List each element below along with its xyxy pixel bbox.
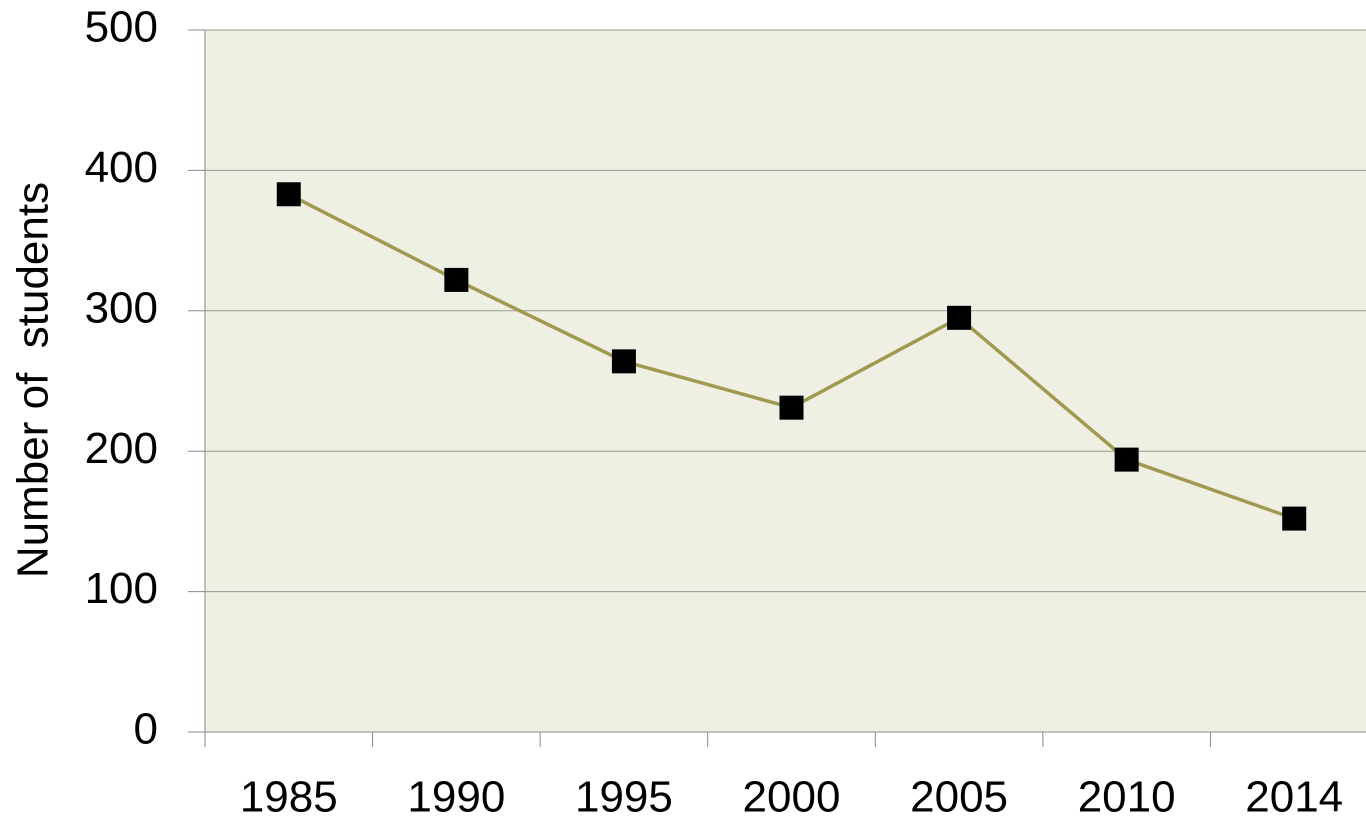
- x-tick-label: 2000: [743, 773, 841, 822]
- x-tick-label: 2005: [910, 773, 1008, 822]
- x-tick-label: 1995: [575, 773, 673, 822]
- plot-area: [205, 30, 1366, 732]
- x-tick-label: 1990: [407, 773, 505, 822]
- x-tick-label: 2010: [1078, 773, 1176, 822]
- y-tick-label: 200: [85, 424, 158, 473]
- data-marker: [1114, 447, 1139, 472]
- y-tick-label: 100: [85, 564, 158, 613]
- y-tick-label: 500: [85, 3, 158, 52]
- y-tick-label: 400: [85, 143, 158, 192]
- data-marker: [779, 395, 804, 420]
- y-tick-label: 0: [134, 705, 158, 754]
- data-marker: [611, 349, 636, 374]
- y-tick-label: 300: [85, 283, 158, 332]
- data-marker: [444, 267, 469, 292]
- y-axis-label: Number of students: [9, 182, 58, 578]
- data-marker: [276, 182, 301, 207]
- data-marker: [947, 305, 972, 330]
- x-tick-label: 2014: [1245, 773, 1343, 822]
- data-marker: [1282, 506, 1307, 531]
- x-tick-label: 1985: [240, 773, 338, 822]
